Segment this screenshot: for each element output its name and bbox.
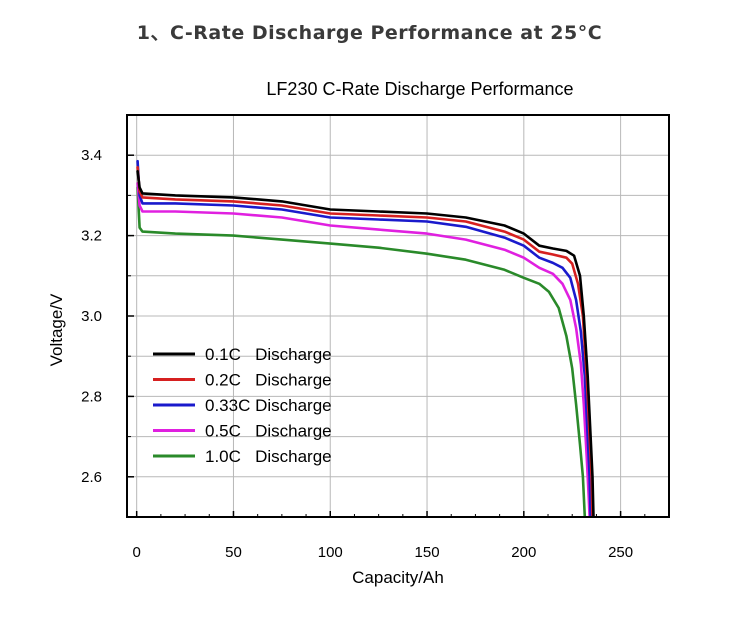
series-lines (136, 159, 595, 517)
plot-frame (126, 114, 670, 518)
x-tick-label: 50 (225, 544, 242, 561)
y-tick-labels: 2.6 2.8 3.0 3.2 3.4 (81, 147, 102, 486)
y-tick-label: 2.8 (81, 388, 102, 405)
x-tick-label: 250 (608, 544, 633, 561)
legend-label: 1.0C Discharge (205, 447, 332, 466)
x-tick-labels: 0 50 100 150 200 250 (133, 544, 634, 561)
x-axis-label: Capacity/Ah (352, 568, 444, 587)
y-tick-label: 2.6 (81, 469, 102, 486)
x-tick-label: 150 (415, 544, 440, 561)
y-tick-label: 3.2 (81, 228, 102, 245)
x-tick-label: 0 (133, 544, 141, 561)
legend: 0.1C Discharge 0.2C Discharge 0.33C Discha… (153, 345, 332, 466)
series-line (136, 186, 587, 517)
y-tick-label: 3.4 (81, 147, 102, 164)
legend-label: 0.33C Discharge (205, 396, 332, 415)
page-heading: 1、C-Rate Discharge Performance at 25°C (136, 22, 603, 44)
series-line (136, 182, 591, 517)
series-line (136, 159, 592, 517)
x-tick-label: 100 (318, 544, 343, 561)
x-tick-label: 200 (511, 544, 536, 561)
y-axis-label: Voltage/V (47, 293, 66, 366)
legend-label: 0.1C Discharge (205, 345, 332, 364)
legend-label: 0.2C Discharge (205, 371, 332, 390)
series-line (136, 170, 595, 517)
chart-title: LF230 C-Rate Discharge Performance (266, 79, 573, 99)
y-tick-label: 3.0 (81, 308, 102, 325)
legend-label: 0.5C Discharge (205, 422, 332, 441)
